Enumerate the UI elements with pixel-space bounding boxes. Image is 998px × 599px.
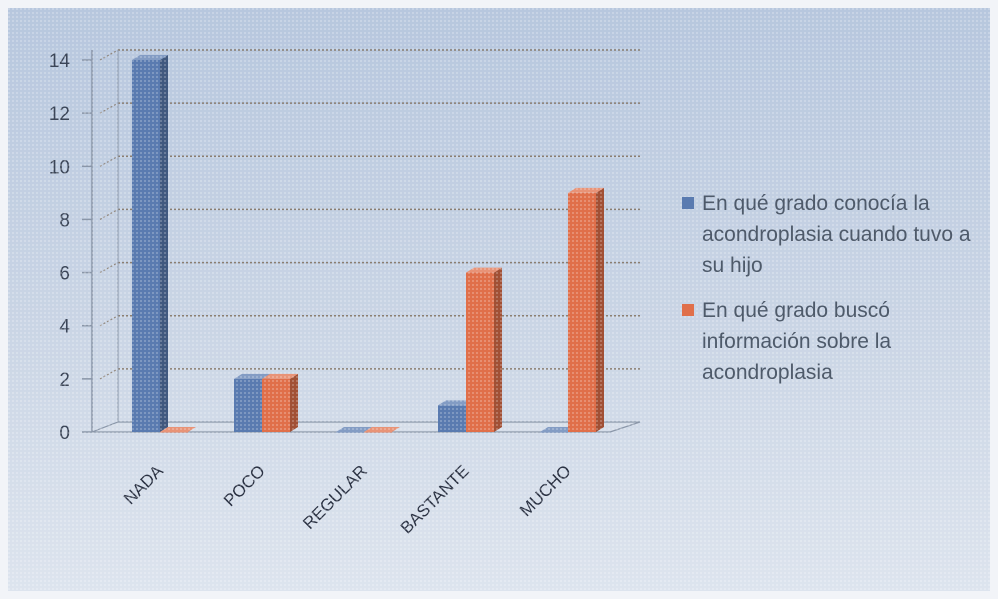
bar bbox=[466, 267, 502, 432]
y-tick-label: 2 bbox=[59, 370, 70, 391]
bar-side bbox=[290, 373, 298, 432]
bar-side bbox=[160, 55, 168, 432]
legend-swatch-series-1 bbox=[682, 197, 694, 209]
legend-label-series-2: En qué grado buscó información sobre la … bbox=[702, 299, 892, 384]
bar-side bbox=[494, 267, 502, 432]
y-tick-label: 14 bbox=[49, 51, 71, 72]
y-tick-label: 0 bbox=[59, 423, 70, 444]
legend-label-series-1: En qué grado conocía la acondroplasia cu… bbox=[702, 192, 971, 277]
bar-front bbox=[466, 272, 494, 432]
bar-front bbox=[568, 192, 596, 432]
bar-front bbox=[364, 432, 392, 433]
y-tick-label: 4 bbox=[59, 317, 70, 338]
legend-item-series-2: En qué grado buscó información sobre la … bbox=[680, 295, 980, 388]
bar-front bbox=[438, 405, 466, 432]
bar-front bbox=[132, 60, 160, 432]
bar-side bbox=[596, 187, 604, 432]
legend: En qué grado conocía la acondroplasia cu… bbox=[680, 188, 980, 402]
bar-front bbox=[262, 378, 290, 432]
bar bbox=[568, 187, 604, 432]
bar-front bbox=[234, 378, 262, 432]
bar-front bbox=[540, 432, 568, 433]
bar-front bbox=[336, 432, 364, 433]
y-tick-label: 12 bbox=[49, 104, 70, 125]
bar bbox=[132, 55, 168, 432]
legend-swatch-series-2 bbox=[682, 304, 694, 316]
bar bbox=[262, 373, 298, 432]
y-tick-label: 10 bbox=[49, 157, 70, 178]
y-tick-label: 8 bbox=[59, 210, 70, 231]
legend-item-series-1: En qué grado conocía la acondroplasia cu… bbox=[680, 188, 980, 281]
bar-front bbox=[160, 432, 188, 433]
y-tick-label: 6 bbox=[59, 264, 70, 285]
